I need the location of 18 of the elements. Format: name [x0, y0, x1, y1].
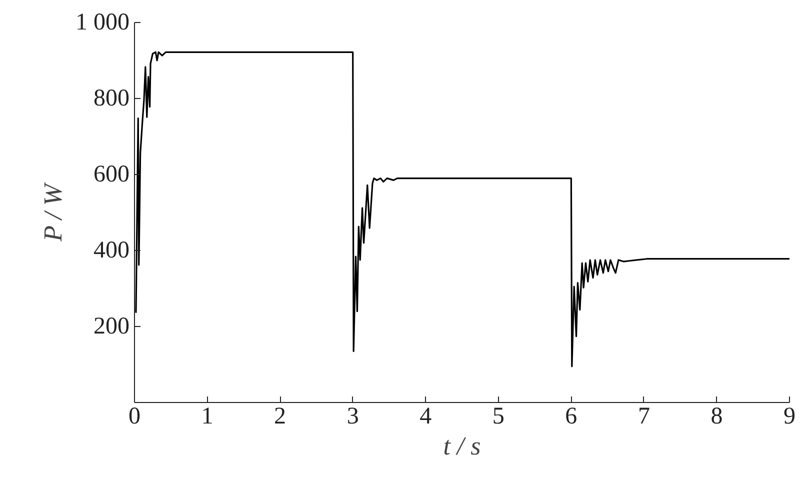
x-tick-label: 4	[420, 404, 432, 430]
y-tick-label: 200	[94, 314, 130, 340]
x-tick-label: 8	[710, 404, 723, 430]
x-tick-label: 2	[274, 404, 286, 430]
x-tick-label: 0	[128, 404, 140, 430]
x-tick-label: 1	[201, 404, 214, 430]
x-tick-label: 9	[784, 404, 796, 430]
x-axis-title: t / s	[443, 432, 481, 460]
x-tick-label: 7	[638, 404, 650, 430]
y-tick-label: 400	[94, 238, 130, 264]
y-tick-label: 1 000	[76, 10, 130, 36]
y-tick-label: 600	[94, 162, 130, 188]
y-tick-label: 800	[94, 86, 130, 112]
y-axis-title: P / W	[38, 182, 68, 242]
x-tick-label: 5	[492, 404, 504, 430]
x-tick-label: 6	[565, 404, 578, 430]
line-series	[135, 51, 790, 368]
x-tick-label: 3	[346, 404, 359, 430]
